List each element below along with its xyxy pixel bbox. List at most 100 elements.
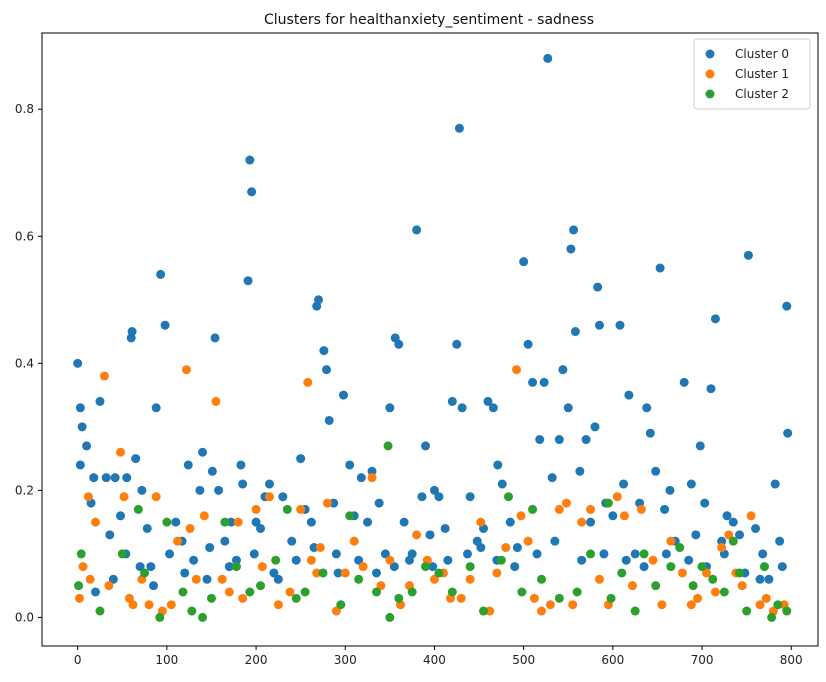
point-cluster-0 [443,555,453,565]
point-cluster-0 [148,581,158,591]
point-cluster-1 [385,555,395,565]
point-cluster-0 [645,428,655,438]
point-cluster-0 [493,460,503,470]
point-cluster-1 [492,568,502,578]
point-cluster-0 [183,460,193,470]
point-cluster-0 [151,403,161,413]
point-cluster-1 [561,498,571,508]
point-cluster-0 [180,568,190,578]
point-cluster-1 [429,574,439,584]
point-cluster-0 [621,555,631,565]
point-cluster-0 [278,492,288,502]
point-cluster-2 [496,555,506,565]
point-cluster-0 [700,498,710,508]
point-cluster-1 [516,511,526,521]
point-cluster-1 [666,536,676,546]
point-cluster-2 [639,549,649,559]
point-cluster-0 [363,517,373,527]
point-cluster-0 [306,517,316,527]
point-cluster-2 [162,517,172,527]
point-cluster-0 [108,574,118,584]
point-cluster-0 [131,454,141,464]
x-tick-label: 700 [691,653,714,667]
point-cluster-0 [554,435,564,445]
point-cluster-2 [76,549,86,559]
point-cluster-1 [91,517,101,527]
point-cluster-1 [119,492,129,502]
point-cluster-0 [590,422,600,432]
point-cluster-2 [155,612,165,622]
point-cluster-2 [206,593,216,603]
point-cluster-0 [624,390,634,400]
point-cluster-1 [737,581,747,591]
point-cluster-1 [257,562,267,572]
point-cluster-2 [271,555,281,565]
point-cluster-0 [417,492,427,502]
point-cluster-0 [651,466,661,476]
plot-frame [41,32,819,647]
point-cluster-0 [160,320,170,330]
x-tick-label: 400 [423,653,446,667]
point-cluster-0 [775,536,785,546]
point-cluster-0 [655,263,665,273]
point-cluster-0 [205,543,215,553]
point-cluster-2 [719,587,729,597]
point-cluster-0 [569,225,579,235]
point-cluster-2 [759,562,769,572]
point-cluster-1 [568,600,578,610]
point-cluster-2 [630,606,640,616]
point-cluster-2 [782,606,792,616]
point-cluster-0 [586,517,596,527]
point-cluster-1 [536,606,546,616]
point-cluster-0 [563,403,573,413]
point-cluster-0 [660,504,670,514]
point-cluster-0 [367,466,377,476]
point-cluster-1 [224,587,234,597]
point-cluster-0 [619,479,629,489]
point-cluster-2 [421,562,431,572]
point-cluster-1 [465,574,475,584]
point-cluster-0 [214,485,224,495]
point-cluster-0 [324,415,334,425]
point-cluster-1 [586,504,596,514]
legend-marker [705,49,715,59]
point-cluster-2 [773,600,783,610]
point-cluster-1 [619,511,629,521]
point-cluster-1 [151,492,161,502]
point-cluster-0 [428,562,438,572]
point-cluster-1 [612,492,622,502]
point-cluster-2 [245,587,255,597]
point-cluster-0 [385,403,395,413]
point-cluster-0 [429,485,439,495]
point-cluster-1 [74,593,84,603]
point-cluster-1 [412,530,422,540]
point-cluster-1 [128,600,138,610]
point-cluster-1 [296,504,306,514]
point-cluster-0 [291,555,301,565]
point-cluster-0 [73,358,83,368]
point-cluster-1 [349,536,359,546]
point-cluster-1 [83,492,93,502]
point-cluster-1 [636,504,646,514]
point-cluster-0 [457,403,467,413]
point-cluster-2 [651,581,661,591]
point-cluster-0 [319,346,329,356]
point-cluster-0 [615,320,625,330]
point-cluster-0 [371,568,381,578]
x-tick-label: 600 [601,653,624,667]
chart-title: Clusters for healthanxiety_sentiment - s… [264,12,594,28]
point-cluster-1 [485,606,495,616]
point-cluster-0 [465,492,475,502]
point-cluster-1 [85,574,95,584]
point-cluster-0 [510,562,520,572]
point-cluster-2 [140,568,150,578]
point-cluster-1 [99,371,109,381]
point-cluster-0 [661,549,671,559]
point-cluster-1 [185,523,195,533]
point-cluster-2 [697,562,707,572]
legend-marker [705,89,715,99]
point-cluster-0 [354,555,364,565]
point-cluster-0 [89,473,99,483]
point-cluster-0 [345,460,355,470]
